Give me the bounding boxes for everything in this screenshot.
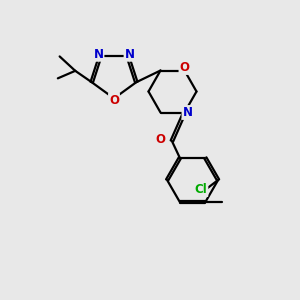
Text: O: O bbox=[179, 61, 190, 74]
Text: O: O bbox=[109, 94, 119, 107]
Text: O: O bbox=[155, 133, 166, 146]
Text: N: N bbox=[124, 48, 135, 61]
Text: N: N bbox=[93, 48, 103, 61]
Text: Cl: Cl bbox=[195, 183, 207, 196]
Text: N: N bbox=[182, 106, 193, 119]
